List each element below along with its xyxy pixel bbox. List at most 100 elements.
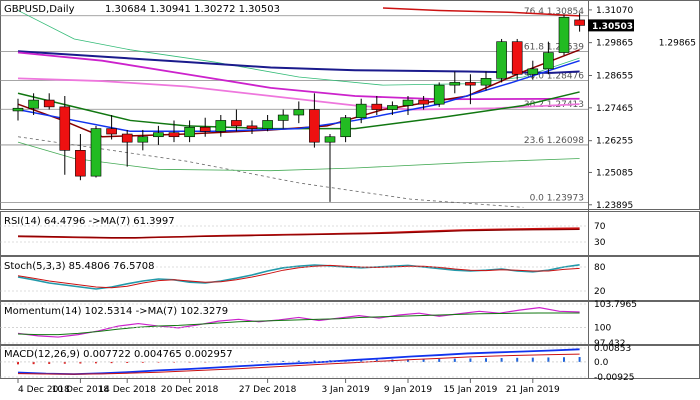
momentum-line: [17, 307, 580, 338]
macd-hist-bar-31: [500, 358, 503, 362]
candle-body-11: [184, 126, 195, 138]
date-label-4: 27 Dec 2018: [239, 385, 297, 395]
candle-body-17: [277, 114, 289, 121]
candle-body-20: [324, 136, 336, 143]
macd-hist-bar-28: [453, 358, 456, 362]
date-label-8: 21 Jan 2019: [506, 385, 560, 395]
macd-hist-bar-27: [438, 358, 441, 362]
macd-hist-bar-11: [188, 361, 191, 363]
fib-label-5: 0.0 1.23973: [530, 194, 584, 204]
macd-hist-bar-30: [485, 358, 487, 362]
macd-hist-bar-15: [251, 361, 253, 362]
candle-body-18: [293, 109, 305, 116]
current-price-box: [588, 19, 634, 32]
macd-signal-line: [17, 353, 580, 375]
candle-body-10: [168, 132, 180, 138]
macd-tick-1: 0.0: [594, 358, 609, 368]
fib-label-4: 23.6 1.26098: [524, 136, 584, 146]
momentum-ma-line: [17, 312, 580, 336]
chart-header-symbol: GBPUSD,Daily: [4, 4, 75, 15]
candle-body-6: [106, 128, 117, 135]
candle-body-9: [153, 132, 164, 138]
candlesticks: [12, 13, 585, 202]
macd-hist-bar-2: [48, 361, 51, 364]
candle-body-23: [371, 103, 383, 110]
date-label-2: 14 Dec 2018: [98, 385, 156, 395]
candle-body-29: [465, 82, 476, 86]
current-price-label: 1.30503: [592, 22, 633, 32]
macd-hist-bar-3: [63, 361, 66, 364]
macd-hist-bar-26: [422, 359, 425, 362]
price-tick-label-0: 1.31070: [596, 6, 633, 16]
macd-hist-bar-12: [204, 361, 207, 363]
ma-blue: [17, 59, 580, 133]
candle-body-7: [121, 133, 133, 143]
candle-body-22: [355, 103, 367, 119]
macd-hist-bar-29: [469, 358, 472, 362]
date-label-3: 20 Dec 2018: [161, 385, 219, 395]
momentum-label: Momentum(14) 102.5314 ->MA(7) 102.3279: [4, 306, 228, 317]
candle-body-28: [449, 82, 461, 86]
macd-hist-bar-34: [547, 357, 550, 362]
trend-line-dashed: [17, 136, 524, 208]
stoch-tick-1: 20: [594, 287, 606, 297]
candle-body-1: [28, 99, 39, 109]
macd-hist-bar-5: [95, 361, 97, 364]
candle-body-25: [402, 99, 414, 106]
candle-body-16: [262, 120, 273, 129]
date-label-1: 10 Dec 2018: [52, 385, 110, 395]
price-tick-label-6: 1.23895: [596, 201, 633, 211]
macd-hist-bar-33: [531, 357, 534, 362]
candle-body-26: [418, 99, 429, 105]
fib-label-0: 76.4 1.30854: [524, 7, 584, 17]
macd-hist-bar-23: [375, 359, 378, 362]
candle-body-3: [59, 106, 71, 151]
ma-lower-green: [17, 141, 580, 172]
macd-hist-bar-25: [407, 359, 409, 362]
stoch-d-line: [17, 264, 580, 289]
candle-body-5: [90, 128, 102, 177]
macd-hist-bar-18: [297, 360, 300, 362]
macd-hist-bar-0: [17, 361, 19, 365]
candle-body-24: [387, 105, 398, 110]
rsi-tick-1: 30: [594, 238, 606, 248]
ma-navy: [17, 50, 580, 74]
candle-body-36: [574, 19, 585, 26]
candle-body-8: [137, 136, 149, 143]
candle-body-12: [199, 126, 211, 132]
price-axis: 1.31070 1.29865 1.28655 1.27465 1.26255 1.250…: [588, 6, 696, 211]
macd-hist-bar-4: [79, 361, 82, 364]
stoch-tick-0: 80: [594, 263, 606, 273]
indicator-lines: [17, 227, 581, 376]
price-tick-label-5: 1.25085: [596, 168, 633, 178]
macd-line: [17, 348, 580, 376]
momentum-tick-1: 100: [594, 323, 611, 333]
macd-label: MACD(12,26,9) 0.007722 0.004765 0.002957: [4, 349, 233, 360]
rsi-ma-line: [17, 228, 580, 239]
candle-body-30: [480, 78, 492, 86]
macd-hist-bar-36: [578, 357, 581, 362]
date-label-5: 3 Jan 2019: [321, 385, 369, 395]
candle-body-31: [496, 41, 507, 79]
candle-body-33: [527, 68, 539, 75]
rsi-tick-0: 70: [594, 222, 606, 232]
fib-label-1: 61.8 1.29539: [524, 42, 584, 52]
macd-hist-bar-22: [360, 359, 363, 362]
candle-body-19: [309, 109, 320, 143]
candle-body-27: [433, 84, 445, 105]
candle-body-2: [43, 99, 55, 108]
ma-upper-green: [17, 10, 580, 86]
macd-hist-bar-6: [110, 361, 113, 364]
fib-label-2: 50.0 1.28476: [524, 71, 584, 81]
candle-body-0: [12, 107, 24, 112]
candle-body-32: [511, 41, 523, 75]
macd-hist-bar-32: [516, 357, 519, 362]
date-label-6: 9 Jan 2019: [384, 385, 432, 395]
macd-tick-0: 0.00853: [594, 344, 631, 354]
macd-hist-bar-7: [126, 361, 129, 363]
candle-body-13: [215, 120, 227, 132]
macd-tick-2: -0.00925: [594, 373, 634, 383]
